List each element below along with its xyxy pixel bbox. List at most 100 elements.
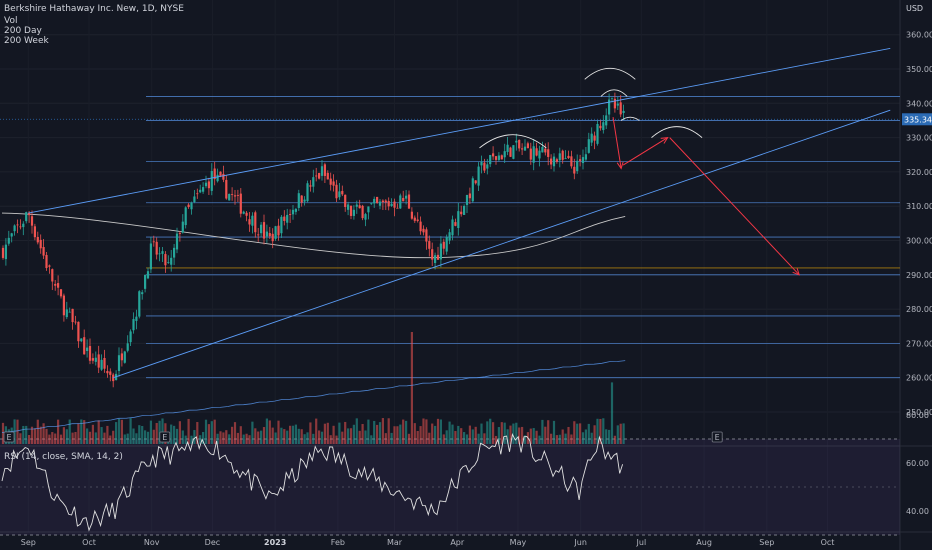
candle-body — [265, 231, 268, 237]
price-axis[interactable]: 250.00 260.00 270.00 280.00 290.00 300.00 310.… — [902, 31, 932, 417]
volume-bar — [378, 422, 382, 444]
candle-body — [425, 229, 428, 242]
volume-bar — [338, 422, 341, 444]
candle-body — [33, 226, 36, 238]
candle-body — [42, 247, 45, 256]
candle-body — [352, 209, 355, 216]
candle-body — [376, 196, 379, 203]
volume-bar — [71, 432, 74, 444]
volume-bar — [51, 432, 54, 444]
candle-body — [138, 291, 141, 317]
candle-body — [370, 203, 373, 205]
time-axis[interactable]: Sep Oct Nov Dec 2023 Feb Mar Apr May Jun Jul Aug Sep… — [21, 538, 835, 547]
volume-bar — [320, 431, 324, 444]
candle-body — [1, 247, 5, 258]
candle-body — [544, 148, 547, 153]
volume-bar — [291, 425, 295, 444]
rsi-tick-label: 60.00 — [906, 459, 929, 468]
last-price-label: 335.34 — [904, 115, 932, 124]
volume-bar — [251, 421, 254, 444]
volume-bar — [283, 429, 286, 444]
volume-bar — [567, 426, 570, 444]
volume-bar — [48, 434, 51, 444]
candle-body — [4, 244, 7, 260]
candle-body — [74, 321, 77, 323]
candle-body — [97, 354, 100, 368]
volume-bar — [216, 433, 219, 444]
symbol-title: Berkshire Hathaway Inc. New, 1D, NYSE — [4, 4, 184, 14]
arrow-head — [660, 136, 669, 144]
candle-body — [431, 249, 434, 260]
candle-body — [506, 144, 509, 152]
candle-body — [19, 226, 22, 228]
candle-body — [88, 346, 92, 361]
volume-bar — [329, 435, 332, 444]
volume-bar — [190, 435, 193, 444]
candle-body — [503, 151, 506, 158]
candle-body — [120, 353, 123, 361]
volume-bar — [233, 422, 237, 444]
candle-body — [262, 222, 266, 239]
candle-body — [83, 337, 86, 355]
volume-bar — [33, 428, 36, 444]
candle-body — [358, 205, 361, 209]
volume-bar — [523, 435, 527, 444]
volume-bar — [213, 419, 216, 444]
candle-body — [579, 159, 582, 161]
trendline — [28, 47, 891, 214]
candle-body — [30, 216, 34, 226]
volume-bar — [45, 428, 48, 444]
candle-body — [213, 168, 216, 180]
candle-body — [286, 214, 289, 223]
volume-bar — [306, 432, 309, 444]
volume-bar — [239, 426, 242, 444]
volume-bar — [146, 431, 150, 444]
candle-body — [576, 160, 579, 172]
candle-body — [463, 206, 466, 215]
volume-bar — [65, 429, 68, 444]
volume-bar — [500, 422, 503, 444]
volume-bar — [361, 424, 364, 444]
volume-bar — [407, 433, 411, 444]
volume-bar — [486, 421, 489, 444]
candle-body — [413, 217, 416, 221]
time-tick-label: Oct — [82, 538, 96, 547]
candle-body — [494, 156, 498, 160]
volume-bar — [297, 428, 300, 444]
candle-body — [610, 97, 614, 99]
volume-bar — [474, 426, 477, 444]
time-tick-label: Nov — [144, 538, 160, 547]
candle-body — [410, 211, 413, 219]
volume-bar — [590, 432, 593, 444]
candle-body — [109, 371, 112, 375]
candle-body — [347, 204, 350, 210]
candle-body — [416, 219, 419, 221]
pattern-arc — [651, 126, 703, 138]
candle-body — [141, 292, 144, 295]
rsi-axis: 40.00 60.00 80.00 — [906, 411, 929, 516]
volume-bar — [608, 429, 611, 444]
volume-bar — [396, 426, 399, 444]
volume-bar — [120, 419, 123, 444]
candle-body — [149, 243, 152, 270]
volume-bar — [16, 419, 19, 444]
volume-bar — [112, 430, 115, 444]
volume-bar — [561, 429, 564, 444]
candle-body — [323, 164, 326, 176]
volume-bar — [506, 429, 509, 444]
candle-body — [187, 204, 190, 208]
volume-bar — [115, 422, 118, 444]
candle-body — [515, 140, 518, 143]
volume-bar — [1, 422, 5, 444]
candle-body — [518, 139, 521, 149]
candle-body — [315, 175, 318, 177]
pattern-arcs — [479, 67, 703, 149]
candles — [1, 92, 625, 388]
volume-bar — [570, 434, 573, 444]
candle-body — [129, 331, 132, 343]
volume-bar — [547, 420, 550, 444]
volume-bar — [199, 435, 202, 444]
volume-bar — [100, 427, 103, 444]
